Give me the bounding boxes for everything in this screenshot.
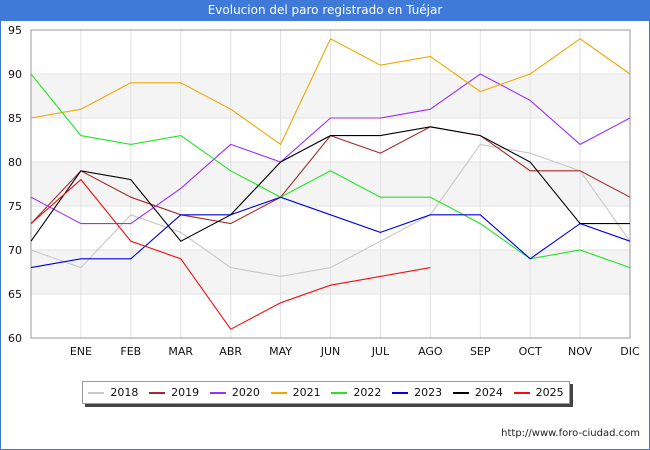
plot-border bbox=[30, 29, 631, 339]
series-line-2020 bbox=[30, 73, 631, 225]
legend-item-2022: 2022 bbox=[331, 386, 381, 399]
legend-swatch bbox=[331, 391, 348, 394]
x-tick-label: DIC bbox=[620, 345, 640, 358]
x-tick-label: JUL bbox=[371, 345, 390, 358]
y-tick-label: 75 bbox=[8, 200, 22, 213]
legend-label: 2022 bbox=[353, 386, 382, 399]
y-tick-label: 65 bbox=[8, 288, 22, 301]
legend-label: 2025 bbox=[535, 386, 564, 399]
y-tick-label: 80 bbox=[8, 156, 22, 169]
legend-swatch bbox=[88, 391, 105, 394]
legend-label: 2023 bbox=[414, 386, 443, 399]
series-line-2023 bbox=[30, 196, 631, 269]
legend: 2018 2019 2020 2021 2022 2023 2024 2025 bbox=[82, 381, 570, 404]
legend-swatch bbox=[149, 391, 166, 394]
legend-item-2018: 2018 bbox=[88, 386, 138, 399]
legend-swatch bbox=[209, 391, 226, 394]
x-tick-label: MAY bbox=[269, 345, 292, 358]
grid-lines bbox=[30, 29, 631, 339]
series-lines bbox=[30, 38, 631, 330]
legend-item-2023: 2023 bbox=[392, 386, 442, 399]
y-tick-label: 60 bbox=[8, 332, 22, 345]
x-tick-label: FEB bbox=[120, 345, 141, 358]
y-tick-label: 85 bbox=[8, 112, 22, 125]
legend-label: 2018 bbox=[110, 386, 139, 399]
x-tick-label: ABR bbox=[219, 345, 242, 358]
legend-item-2020: 2020 bbox=[209, 386, 260, 399]
x-tick-label: SEP bbox=[470, 345, 491, 358]
legend-swatch bbox=[513, 391, 530, 394]
legend-item-2021: 2021 bbox=[270, 386, 321, 399]
chart-title: Evolucion del paro registrado en Tuéjar bbox=[0, 0, 650, 21]
x-tick-label: NOV bbox=[568, 345, 593, 358]
legend-item-2025: 2025 bbox=[513, 386, 564, 399]
x-tick-label: MAR bbox=[168, 345, 193, 358]
x-tick-label: JUN bbox=[320, 345, 341, 358]
footer-url[interactable]: http://www.foro-ciudad.com bbox=[501, 428, 640, 439]
legend-item-2024: 2024 bbox=[452, 386, 503, 399]
legend-swatch bbox=[392, 391, 409, 394]
legend-swatch bbox=[270, 391, 287, 394]
y-axis-ticks: 60 65 70 75 80 85 90 95 bbox=[8, 24, 22, 345]
legend-label: 2019 bbox=[171, 386, 200, 399]
legend-label: 2024 bbox=[474, 386, 503, 399]
series-line-2018 bbox=[30, 143, 631, 277]
series-line-2024 bbox=[30, 126, 630, 242]
y-tick-label: 70 bbox=[8, 244, 22, 257]
series-line-2021 bbox=[30, 38, 631, 146]
x-tick-label: AGO bbox=[418, 345, 443, 358]
x-tick-label: ENE bbox=[70, 345, 92, 358]
y-tick-label: 90 bbox=[8, 68, 22, 81]
x-tick-label: OCT bbox=[519, 345, 542, 358]
series-line-2025 bbox=[30, 178, 431, 330]
x-axis-ticks: ENE FEB MAR ABR MAY JUN JUL AGO SEP OCT NOV DIC bbox=[70, 345, 640, 358]
legend-swatch bbox=[452, 391, 469, 394]
y-tick-label: 95 bbox=[8, 24, 22, 37]
legend-label: 2021 bbox=[292, 386, 321, 399]
legend-label: 2020 bbox=[231, 386, 260, 399]
legend-item-2019: 2019 bbox=[149, 386, 199, 399]
